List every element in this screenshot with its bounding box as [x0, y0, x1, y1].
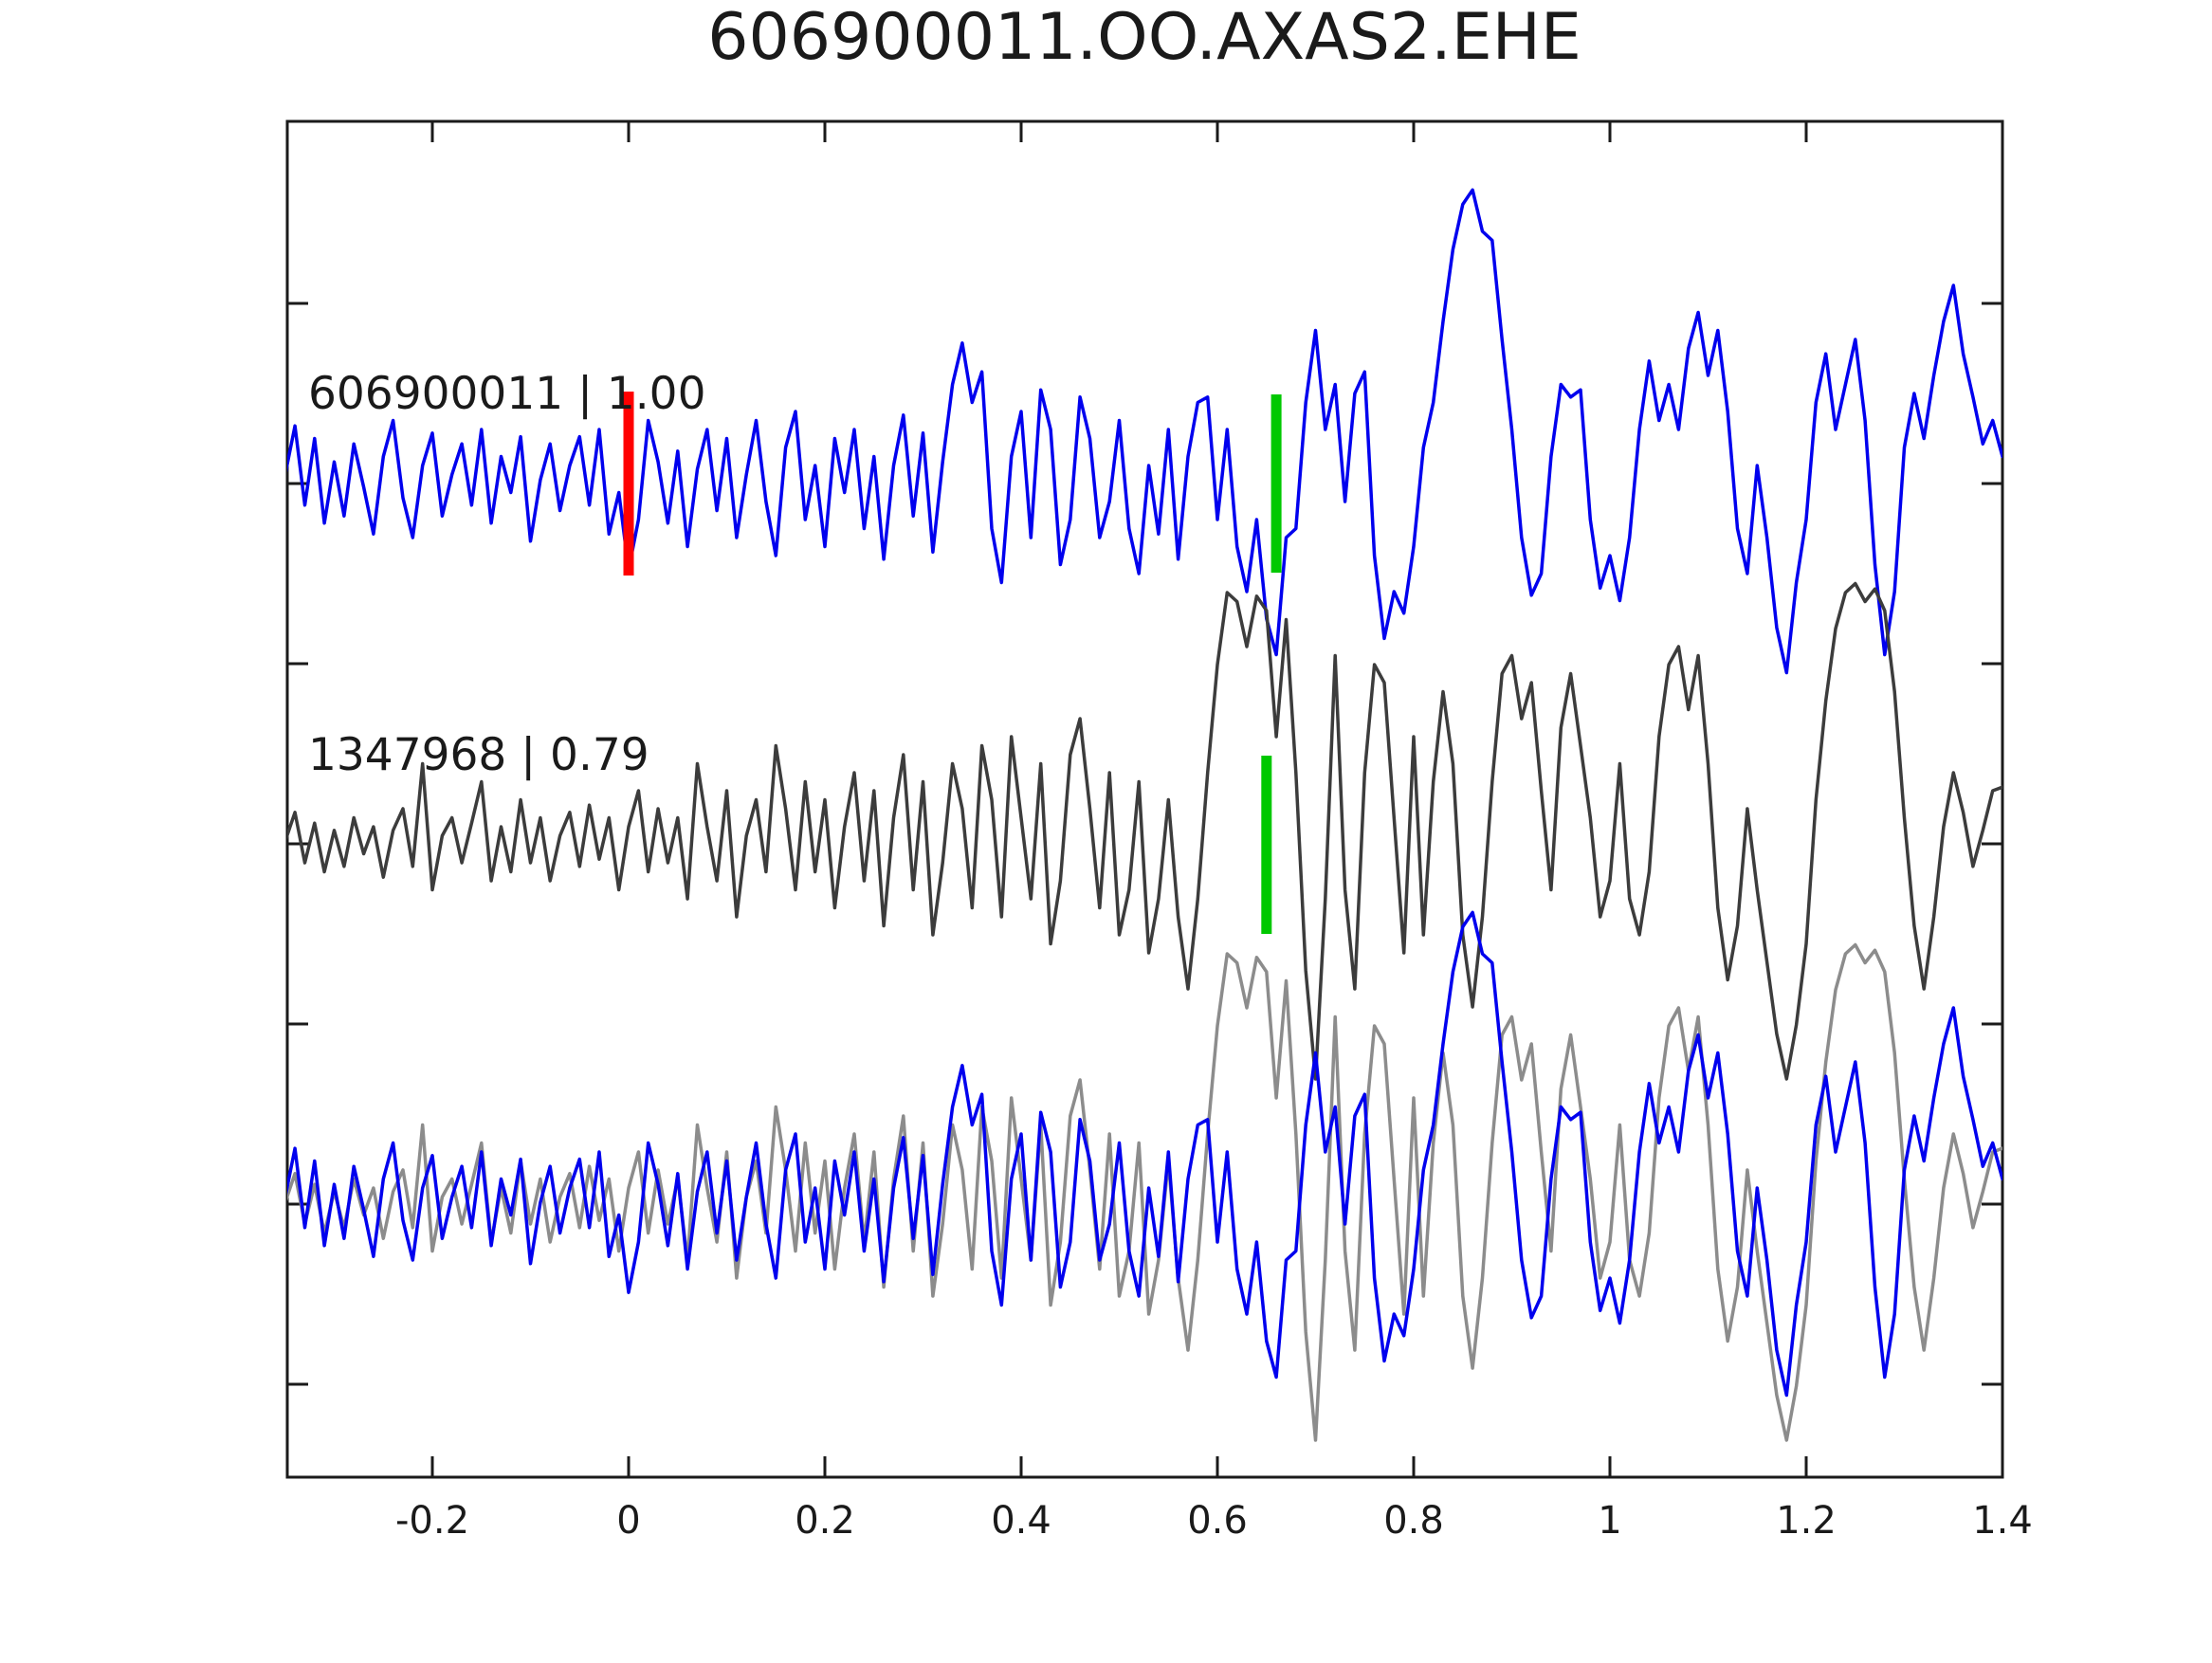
- plot-title: 606900011.OO.AXAS2.EHE: [707, 0, 1581, 75]
- x-tick-label: 0.8: [1383, 1499, 1444, 1543]
- x-tick-label: 0.6: [1187, 1499, 1248, 1543]
- x-tick-label: 1.2: [1776, 1499, 1837, 1543]
- x-tick-label: 0.4: [991, 1499, 1051, 1543]
- x-tick-label: -0.2: [395, 1499, 469, 1543]
- trace-layer: [287, 188, 2002, 1442]
- waveform-overlay-target: [287, 910, 2002, 1398]
- waveform-1347968: [287, 581, 2002, 1081]
- pick-marker-layer: [623, 392, 1282, 934]
- plot-frame: [285, 119, 2004, 1479]
- match-trace-label: 1347968 | 0.79: [308, 729, 649, 781]
- x-tick-label: 0.2: [795, 1499, 855, 1543]
- axis-ticks: -0.2 0 0.2 0.4 0.6 0.8 1 1.2 1.4: [287, 121, 2033, 1543]
- x-tick-label: 1.4: [1972, 1499, 2033, 1543]
- match-pick-marker: [1261, 756, 1272, 934]
- origin-pick-marker: [623, 392, 634, 576]
- x-tick-label: 0: [616, 1499, 640, 1543]
- target-pick-marker: [1271, 394, 1282, 573]
- waveform-606900011: [287, 188, 2002, 675]
- x-tick-label: 1: [1598, 1499, 1621, 1543]
- target-trace-label: 606900011 | 1.00: [308, 368, 706, 420]
